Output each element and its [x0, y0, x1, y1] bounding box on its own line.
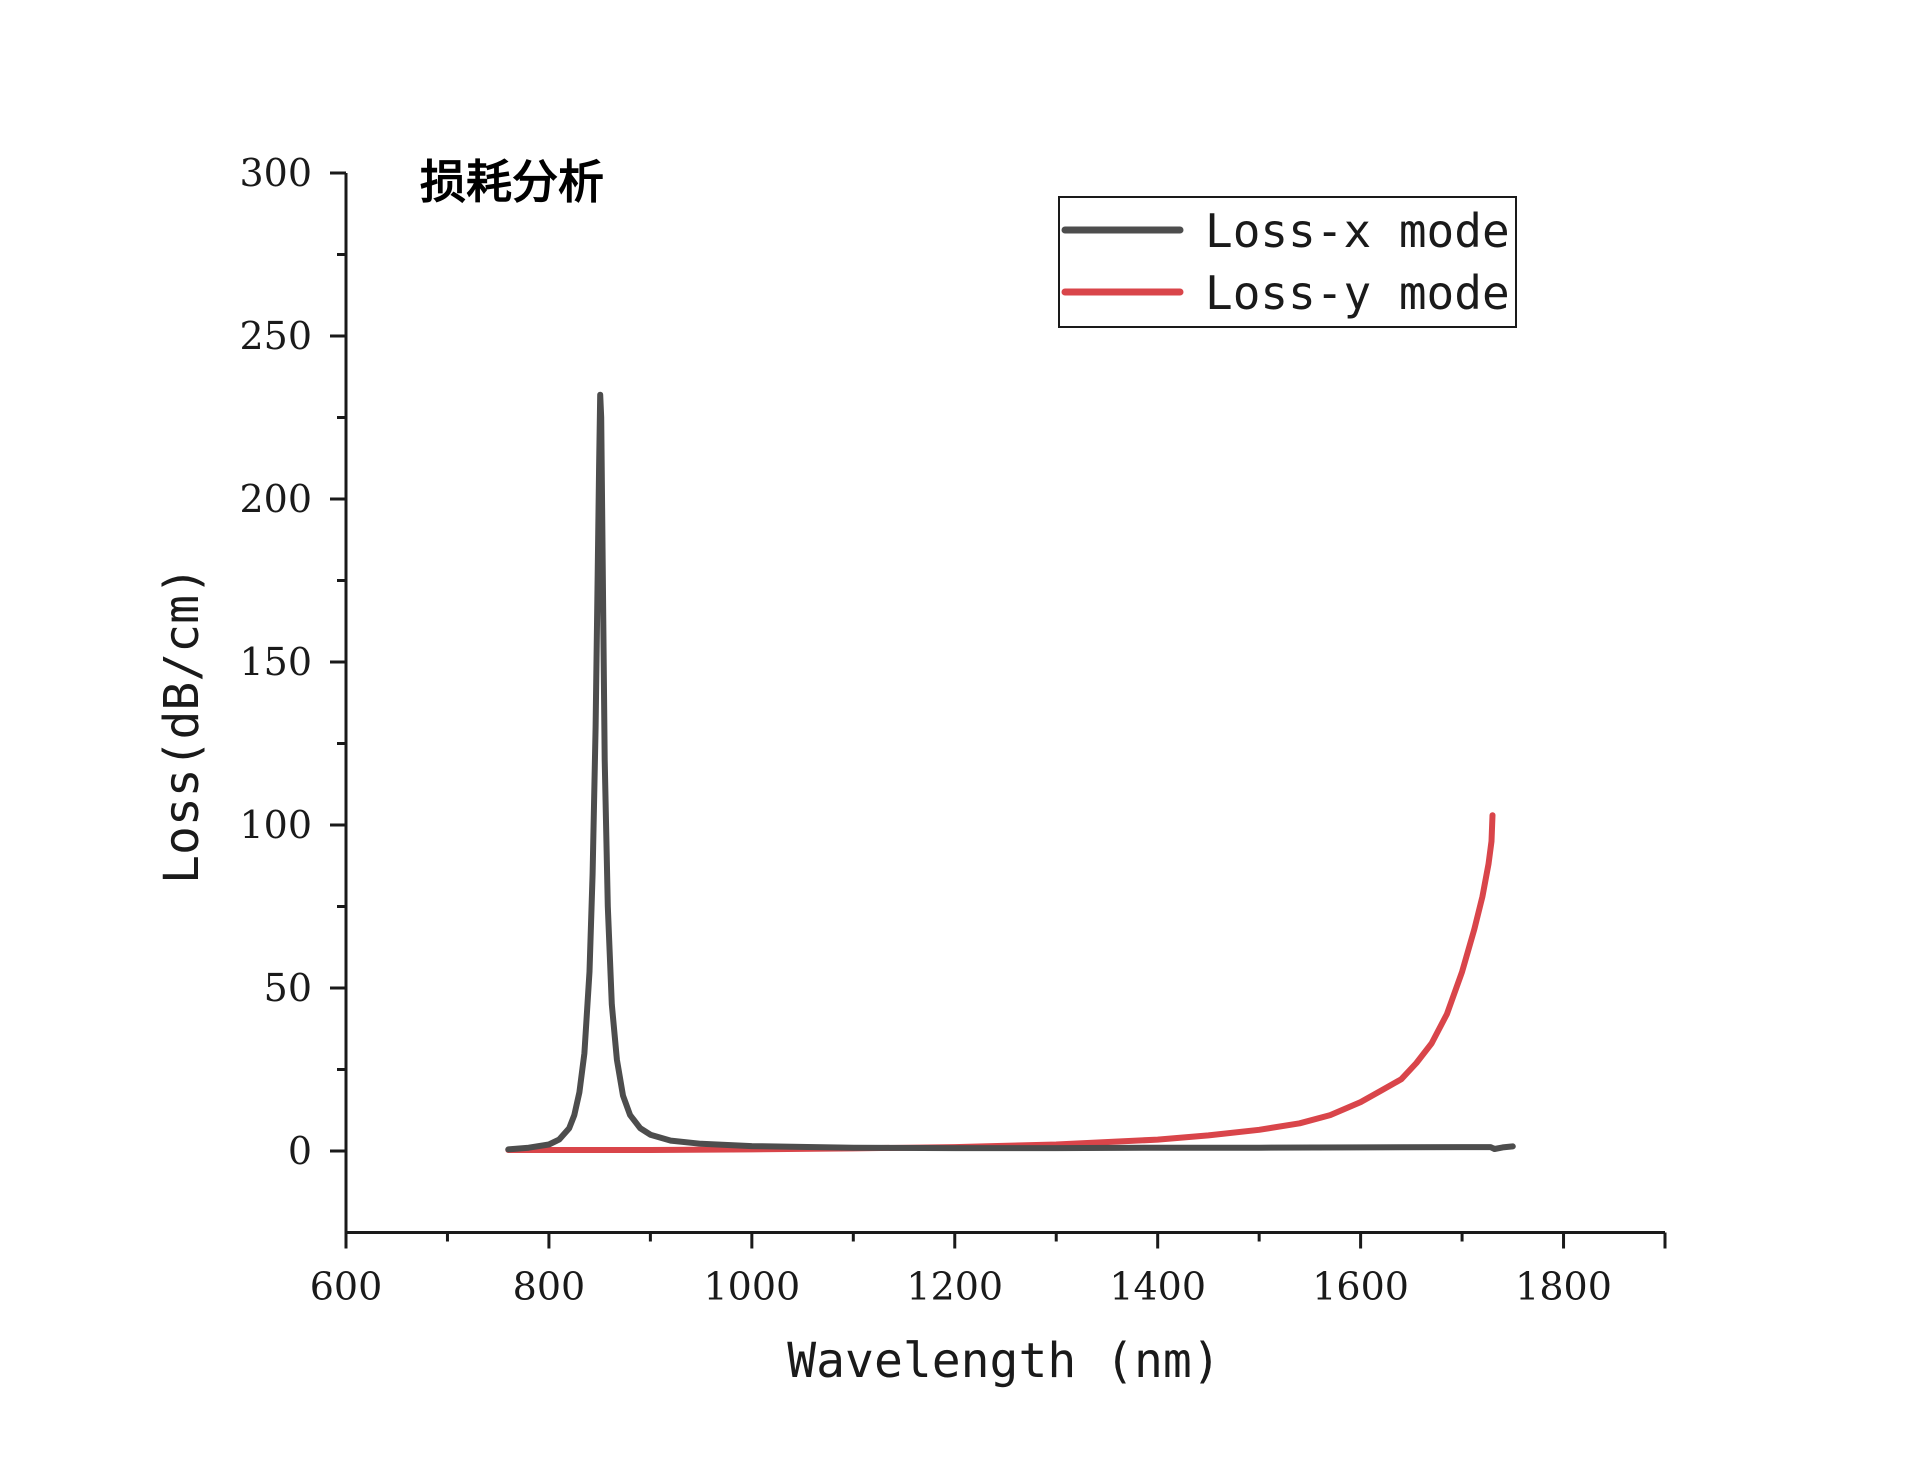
x-tick-label: 1200 — [906, 1265, 1003, 1309]
x-tick-label: 600 — [310, 1265, 383, 1309]
y-tick-label: 50 — [264, 966, 312, 1010]
x-tick-label: 1000 — [703, 1265, 800, 1309]
legend-label-loss-y: Loss-y mode — [1205, 266, 1510, 320]
y-tick-label: 150 — [239, 640, 312, 684]
x-axis: 600 800 1000 1200 1400 1600 1800 — [310, 1231, 1667, 1309]
series-line-loss-y — [505, 812, 1496, 1153]
x-tick-label: 1400 — [1109, 1265, 1206, 1309]
plot-area — [505, 391, 1516, 1153]
y-tick-label: 300 — [239, 151, 312, 195]
y-axis-title: Loss(dB/cm) — [154, 566, 210, 884]
y-tick-label: 0 — [288, 1129, 312, 1173]
x-tick-label: 800 — [513, 1265, 586, 1309]
x-axis-title: Wavelength (nm) — [787, 1333, 1220, 1389]
y-tick-label: 100 — [239, 803, 312, 847]
y-tick-label: 200 — [239, 477, 312, 521]
legend-label-loss-x: Loss-x mode — [1205, 204, 1510, 258]
x-tick-label: 1800 — [1515, 1265, 1612, 1309]
x-tick-label: 1600 — [1312, 1265, 1409, 1309]
y-axis: 0 50 100 150 200 250 300 — [239, 151, 348, 1233]
chart-title: 损耗分析 — [420, 155, 604, 209]
series-line-loss-x — [505, 391, 1516, 1153]
legend-frame — [1058, 196, 1517, 328]
y-tick-label: 250 — [239, 314, 312, 358]
legend: Loss-x mode Loss-y mode — [1058, 196, 1517, 328]
